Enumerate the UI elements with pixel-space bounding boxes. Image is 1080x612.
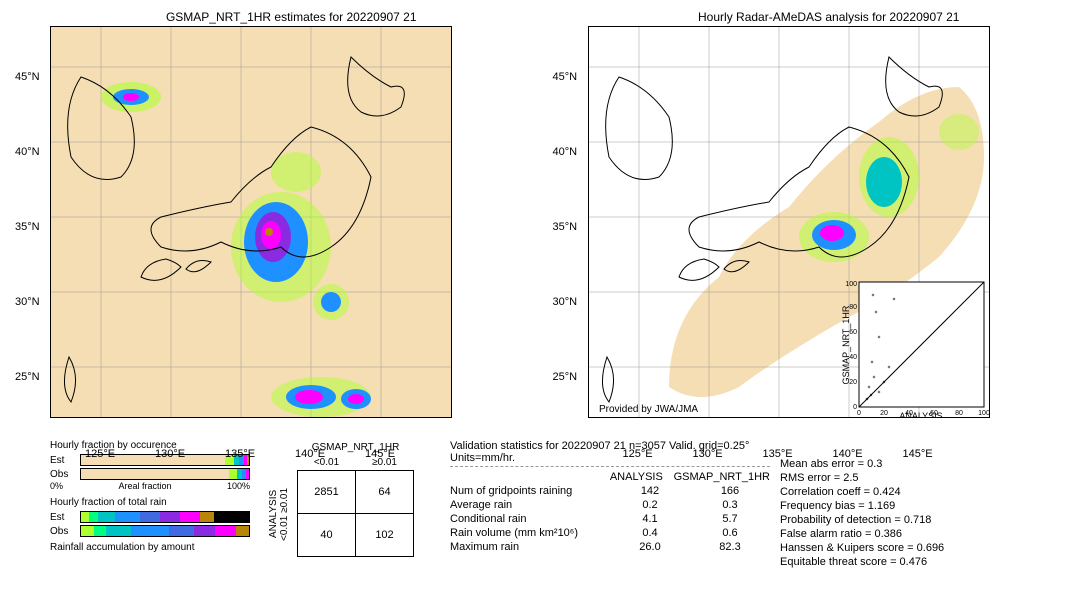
svg-text:100: 100 (845, 281, 857, 288)
cell-tp: 102 (356, 514, 414, 557)
summary-panel: Validation statistics for 20220907 21 n=… (450, 440, 770, 600)
stat-line: Frequency bias = 1.169 (780, 500, 1040, 512)
svg-text:60: 60 (849, 329, 857, 336)
svg-text:40: 40 (905, 410, 913, 417)
bottom-row: Hourly fraction by occurence Est Obs 0% … (10, 440, 1070, 600)
fractions-panel: Hourly fraction by occurence Est Obs 0% … (50, 440, 250, 600)
stat-line: Correlation coeff = 0.424 (780, 486, 1040, 498)
summary-val-b: 0.3 (690, 499, 770, 511)
summary-val-a: 142 (610, 485, 690, 497)
scatter-inset: ANALYSIS GSMAP_NRT_1HR 02040 6080100 020… (841, 281, 990, 418)
top-row: GSMAP_NRT_1HR estimates for 20220907 21 (10, 10, 1070, 430)
summary-val-a: 26.0 (610, 541, 690, 553)
cell-fp: 64 (356, 471, 414, 514)
scatter-ylabel: GSMAP_NRT_1HR (841, 305, 851, 384)
map-left-title: GSMAP_NRT_1HR estimates for 20220907 21 (50, 10, 533, 24)
stats-panel: Mean abs error = 0.3RMS error = 2.5Corre… (780, 440, 1040, 600)
attribution: Provided by JWA/JMA (599, 404, 698, 415)
summary-val-a: 0.4 (610, 527, 690, 539)
obs-label: Obs (50, 469, 80, 480)
map-left-panel: GSMAP_NRT_1HR estimates for 20220907 21 (50, 10, 533, 430)
map-right-title: Hourly Radar-AMeDAS analysis for 2022090… (588, 10, 1071, 24)
occurrence-title: Hourly fraction by occurence (50, 440, 250, 451)
svg-text:80: 80 (955, 410, 963, 417)
obs-total-bar (80, 525, 250, 537)
est-total-bar (80, 511, 250, 523)
svg-text:80: 80 (849, 304, 857, 311)
est-label: Est (50, 455, 80, 466)
accum-title: Rainfall accumulation by amount (50, 542, 250, 553)
summary-val-a: 0.2 (610, 499, 690, 511)
obs-occ-bar (80, 468, 250, 480)
map-right: ANALYSIS GSMAP_NRT_1HR 02040 6080100 020… (588, 26, 990, 418)
svg-text:60: 60 (930, 410, 938, 417)
svg-text:20: 20 (880, 410, 888, 417)
stat-line: Equitable threat score = 0.476 (780, 556, 1040, 568)
stat-line: Hanssen & Kuipers score = 0.696 (780, 542, 1040, 554)
summary-metric: Num of gridpoints raining (450, 485, 610, 497)
svg-text:20: 20 (849, 379, 857, 386)
svg-text:100: 100 (978, 410, 990, 417)
stat-line: False alarm ratio = 0.386 (780, 528, 1040, 540)
summary-metric: Maximum rain (450, 541, 610, 553)
summary-val-b: 82.3 (690, 541, 770, 553)
stat-line: RMS error = 2.5 (780, 472, 1040, 484)
summary-val-b: 5.7 (690, 513, 770, 525)
stat-line: Probability of detection = 0.718 (780, 514, 1040, 526)
summary-val-b: 166 (690, 485, 770, 497)
cell-tn: 2851 (298, 471, 356, 514)
cell-fn: 40 (298, 514, 356, 557)
total-rain-title: Hourly fraction of total rain (50, 497, 250, 508)
svg-text:0: 0 (857, 410, 861, 417)
map-right-panel: Hourly Radar-AMeDAS analysis for 2022090… (588, 10, 1071, 430)
summary-metric: Average rain (450, 499, 610, 511)
svg-text:40: 40 (849, 354, 857, 361)
map-left (50, 26, 452, 418)
summary-val-a: 4.1 (610, 513, 690, 525)
summary-val-b: 0.6 (690, 527, 770, 539)
summary-metric: Rain volume (mm km²10⁶) (450, 527, 610, 539)
summary-metric: Conditional rain (450, 513, 610, 525)
contingency-panel: GSMAP_NRT_1HR <0.01≥0.01 ANALYSIS<0.01 ≥… (260, 440, 440, 600)
